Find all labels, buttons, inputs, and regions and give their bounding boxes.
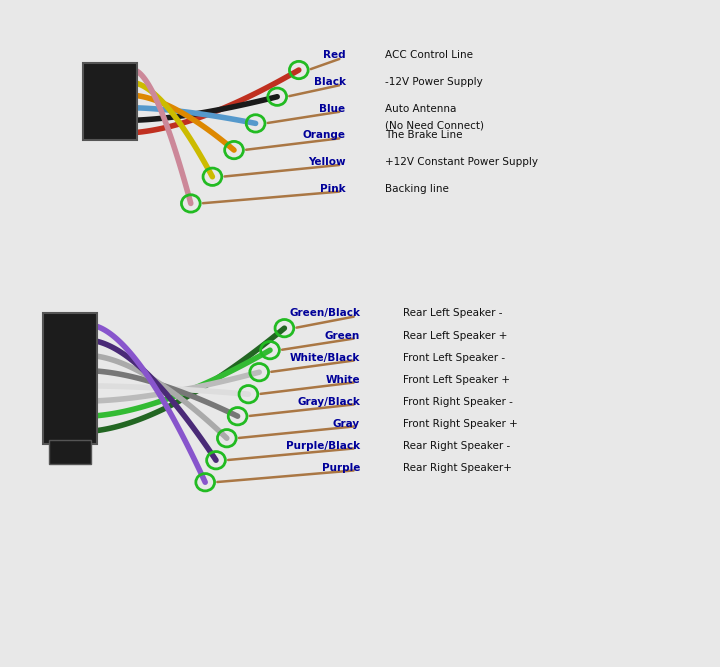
FancyBboxPatch shape bbox=[83, 63, 137, 140]
Text: ACC Control Line: ACC Control Line bbox=[385, 51, 473, 60]
Text: The Brake Line: The Brake Line bbox=[385, 131, 463, 140]
Text: -12V Power Supply: -12V Power Supply bbox=[385, 77, 483, 87]
Text: (No Need Connect): (No Need Connect) bbox=[385, 121, 485, 130]
Text: Blue: Blue bbox=[320, 104, 346, 113]
Text: Pink: Pink bbox=[320, 184, 346, 193]
Text: Purple: Purple bbox=[322, 463, 360, 472]
Text: Green/Black: Green/Black bbox=[289, 309, 360, 318]
Text: Black: Black bbox=[314, 77, 346, 87]
Text: Gray: Gray bbox=[333, 419, 360, 428]
Text: Front Right Speaker +: Front Right Speaker + bbox=[403, 419, 518, 428]
FancyBboxPatch shape bbox=[49, 440, 91, 464]
Text: Rear Right Speaker+: Rear Right Speaker+ bbox=[403, 463, 512, 472]
Text: Front Left Speaker -: Front Left Speaker - bbox=[403, 353, 505, 362]
Text: Rear Right Speaker -: Rear Right Speaker - bbox=[403, 441, 510, 450]
FancyBboxPatch shape bbox=[43, 313, 97, 444]
Text: Backing line: Backing line bbox=[385, 184, 449, 193]
Text: Front Left Speaker +: Front Left Speaker + bbox=[403, 375, 510, 384]
Text: Purple/Black: Purple/Black bbox=[286, 441, 360, 450]
Text: Auto Antenna: Auto Antenna bbox=[385, 104, 456, 113]
Text: Yellow: Yellow bbox=[308, 157, 346, 167]
Text: Red: Red bbox=[323, 51, 346, 60]
Text: Rear Left Speaker -: Rear Left Speaker - bbox=[403, 309, 503, 318]
Text: White/Black: White/Black bbox=[289, 353, 360, 362]
Text: Front Right Speaker -: Front Right Speaker - bbox=[403, 397, 513, 406]
Text: White: White bbox=[325, 375, 360, 384]
Text: Gray/Black: Gray/Black bbox=[297, 397, 360, 406]
Text: Green: Green bbox=[325, 331, 360, 340]
Text: +12V Constant Power Supply: +12V Constant Power Supply bbox=[385, 157, 539, 167]
Text: Rear Left Speaker +: Rear Left Speaker + bbox=[403, 331, 508, 340]
Text: Orange: Orange bbox=[302, 131, 346, 140]
